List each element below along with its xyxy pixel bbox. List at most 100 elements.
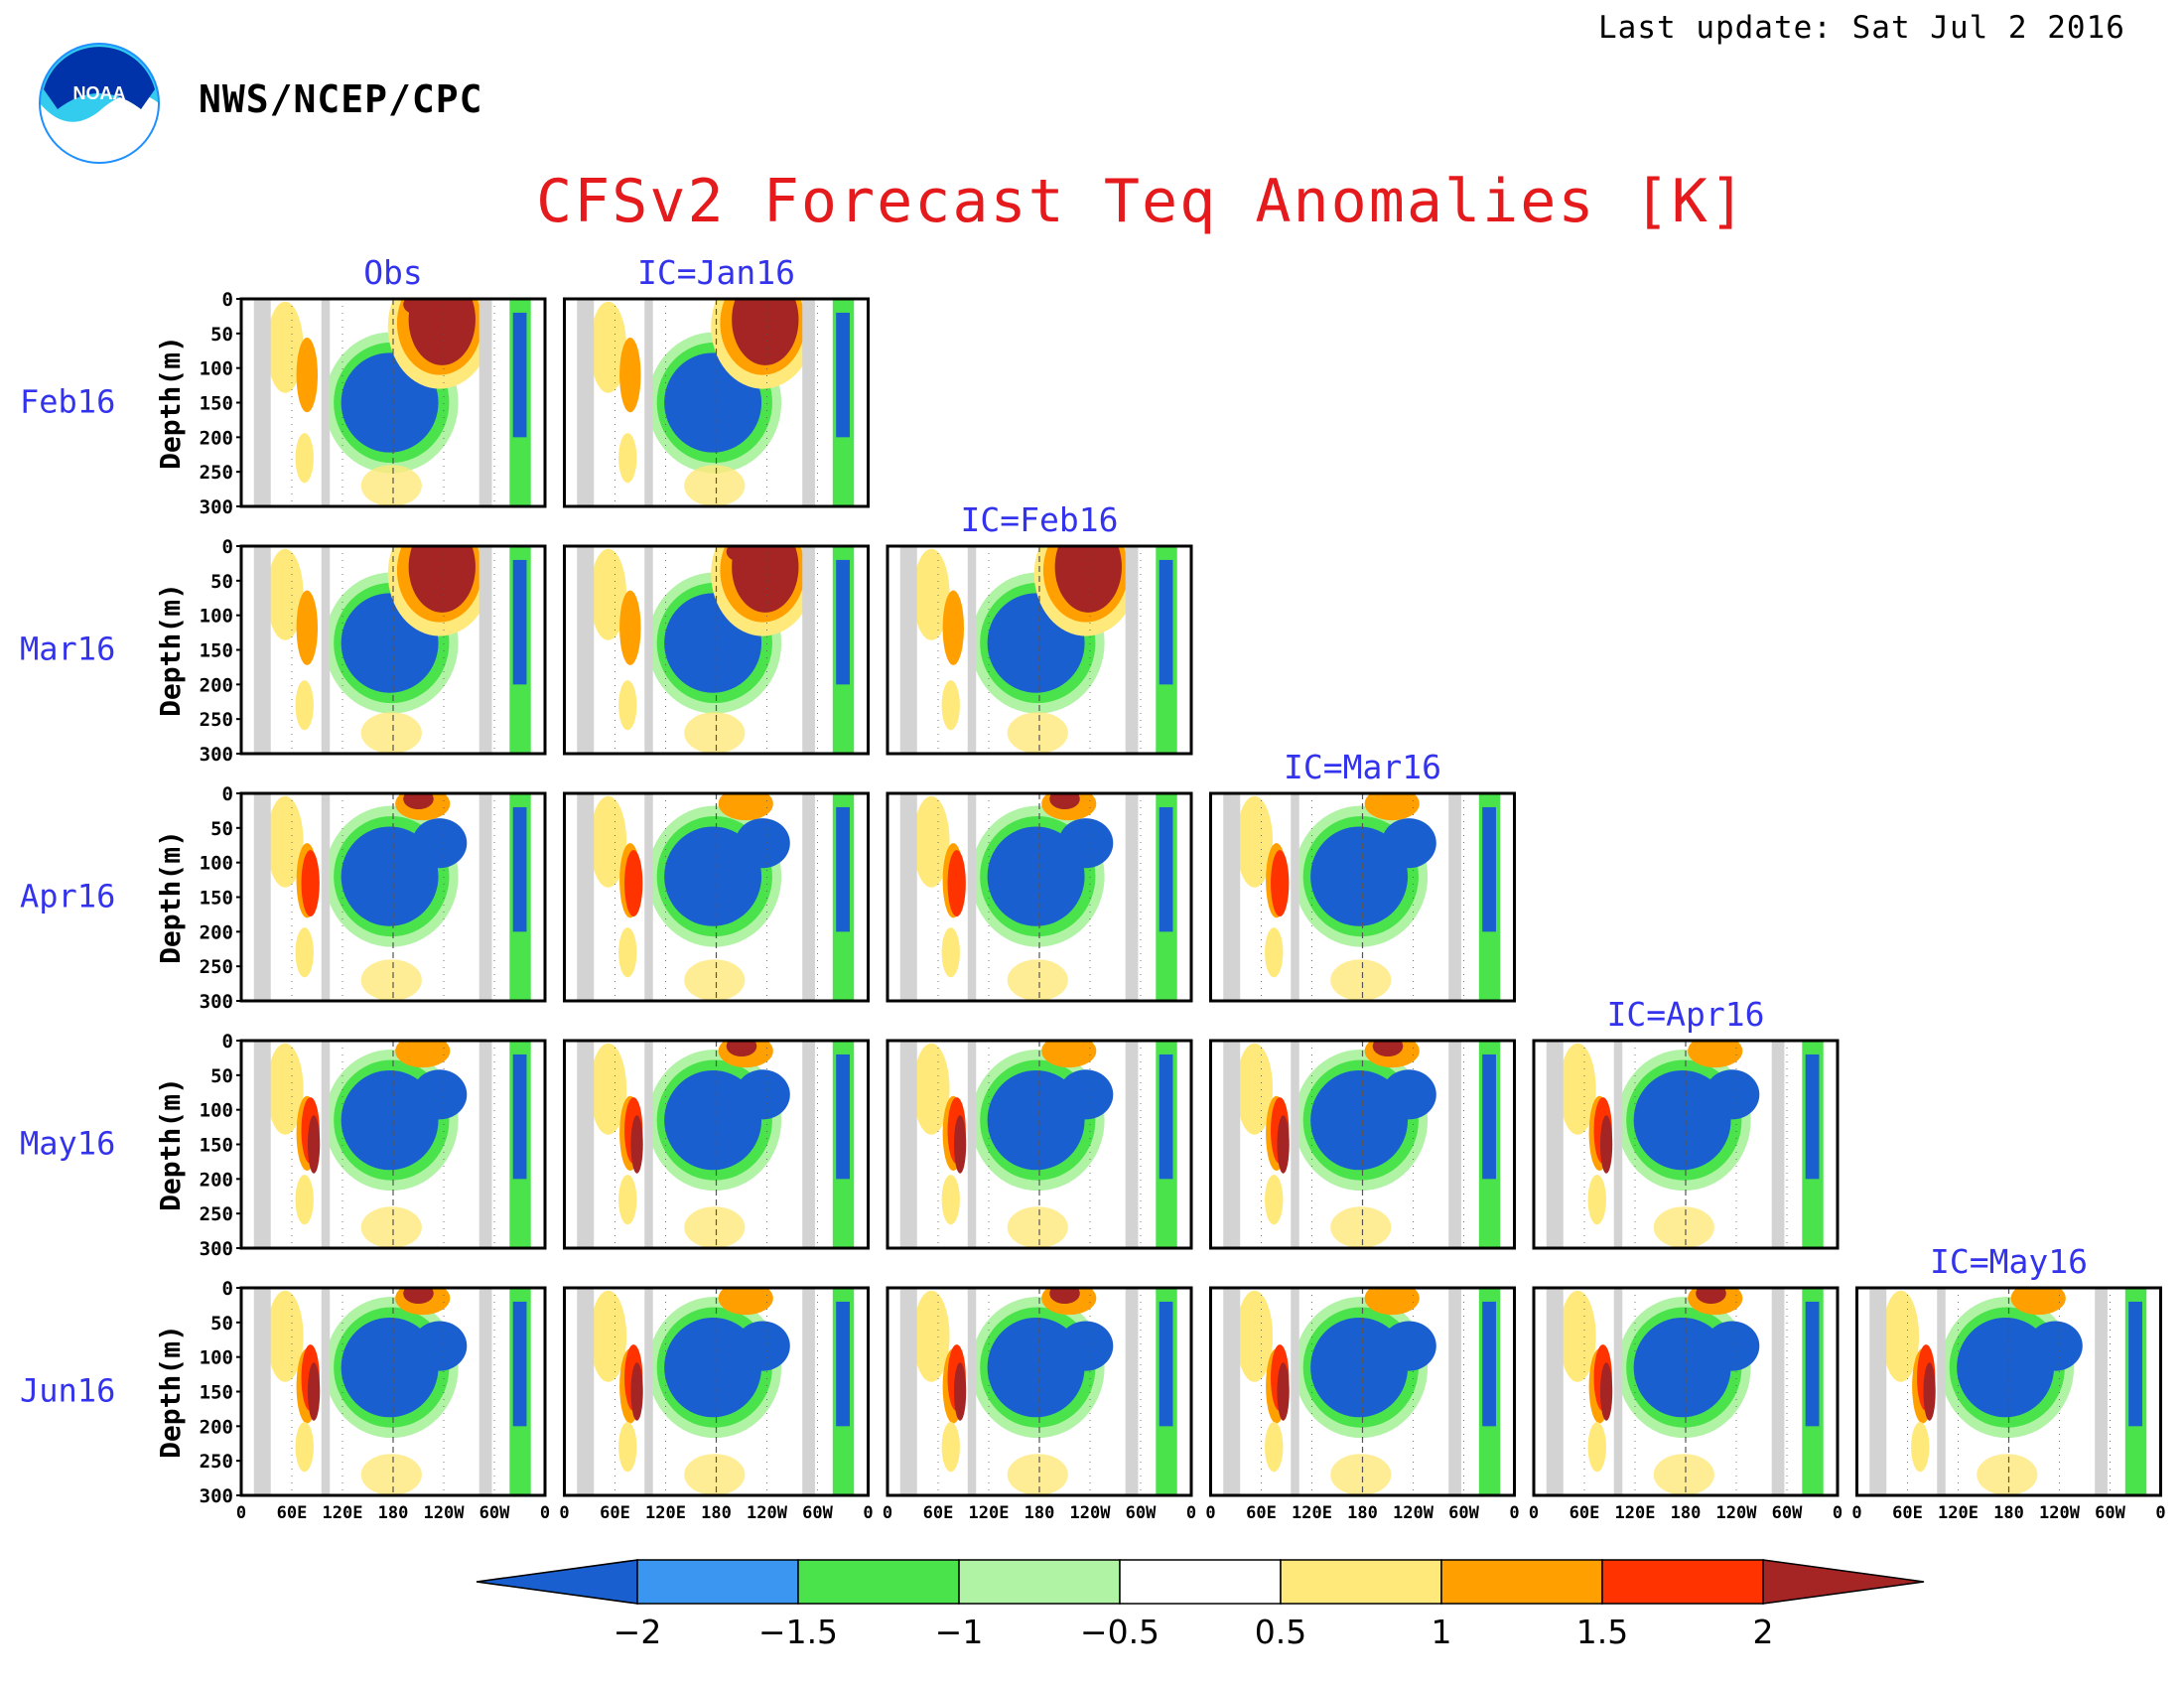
panel-frame [1209,791,1516,1003]
warm-anomaly [266,548,304,640]
x-tick-label: 0 [236,1503,246,1523]
panel-frame [563,1286,870,1497]
x-tick-label: 120W [747,1503,788,1523]
warm-anomaly [295,433,314,484]
y-tick-label: 250 [200,709,233,731]
warm-anomaly [295,1175,314,1225]
land-mask [644,793,653,1001]
colorbar-label: 2 [1753,1613,1774,1651]
land-mask [1291,1041,1299,1248]
panel-frame [886,544,1193,756]
land-mask [2095,1288,2108,1495]
cold-anomaly [735,818,790,869]
warm-anomaly [590,1290,627,1382]
panel-frame [563,544,870,756]
panel-frame [886,1039,1193,1250]
y-axis-label: Depth(m) [154,1077,187,1211]
x-tick-label: 120W [1393,1503,1434,1523]
cold-anomaly [836,806,850,932]
panel-r1-c2: IC=Feb16 [886,500,1193,756]
cold-anomaly [412,818,468,869]
land-mask [253,1288,271,1495]
land-mask [967,793,977,1001]
y-tick-label: 50 [210,324,233,346]
x-tick-label: 180 [1347,1503,1378,1523]
chart-title: CFSv2 Forecast Teq Anomalies [K] [536,167,1747,236]
x-tick-label: 60E [1892,1503,1923,1523]
strong-hot-anomaly [1049,1288,1080,1305]
colorbar-segment [1440,1559,1603,1605]
strong-hot-anomaly [1696,1288,1726,1305]
panel-r4-c2: 0 60E 120E 180 120W 60W 0 [883,1286,1196,1523]
x-tick-label: 120W [424,1503,466,1523]
x-tick-label: 0 [1205,1503,1215,1523]
panel-r4-c4: 0 60E 120E 180 120W 60W 0 [1529,1286,1843,1523]
colorbar-arrow-right [1762,1559,1925,1605]
land-mask [577,1041,595,1248]
warm-anomaly [718,1288,773,1316]
x-tick-label: 180 [1024,1503,1055,1523]
y-tick-label: 50 [210,818,233,840]
x-tick-label: 60W [2095,1503,2125,1523]
x-tick-label: 60W [1772,1503,1803,1523]
y-tick-label: 0 [222,1278,233,1300]
land-mask [1223,1288,1241,1495]
warm-anomaly [590,548,627,640]
cold-anomaly [1482,1054,1496,1180]
warm-anomaly [941,1175,960,1225]
warm-anomaly [360,465,422,506]
y-axis-label: Depth(m) [154,830,187,964]
x-tick-label: 120E [323,1503,363,1523]
land-mask [1937,1288,1946,1495]
warm-anomaly [941,1422,960,1473]
land-mask [1613,1288,1623,1495]
land-mask [577,793,595,1001]
cold-anomaly [1705,1069,1760,1120]
cold-anomaly [1805,1054,1820,1180]
land-mask [1125,1288,1139,1495]
warm-anomaly [684,1454,746,1495]
x-tick-label: 60E [600,1503,630,1523]
land-mask [644,299,653,506]
y-tick-label: 150 [200,393,233,415]
panel-r1-c0: 0 50 100 150 200 250 300 Depth(m) Mar16 [20,536,547,766]
warm-anomaly [684,959,746,1001]
warm-anomaly [1007,959,1068,1001]
column-header: IC=Apr16 [1607,995,1765,1034]
panel-r4-c0: 0 50 100 150 200 250 300 Depth(m) Jun16 0 60E 120E 1… [20,1278,550,1523]
panel-field [887,1041,1191,1248]
warm-anomaly [1587,1175,1606,1225]
land-mask [1291,1288,1299,1495]
warm-anomaly [618,927,637,978]
panel-frame [1532,1286,1840,1497]
land-mask [321,546,331,754]
warm-anomaly [1236,795,1274,888]
y-tick-label: 250 [200,462,233,484]
panel-frame [1209,1286,1516,1497]
warm-anomaly [912,1043,950,1135]
land-mask [1448,1288,1461,1495]
land-mask [899,1288,917,1495]
warm-anomaly [1364,793,1420,821]
strong-hot-anomaly [403,1288,434,1305]
panel-field [1534,1041,1838,1248]
y-tick-label: 250 [200,1451,233,1473]
cold-anomaly [412,1321,468,1371]
warm-anomaly [295,680,314,731]
strong-hot-anomaly [1599,1362,1613,1421]
strong-hot-anomaly [1054,546,1122,613]
panel-frame [563,1039,870,1250]
cold-anomaly [412,1069,468,1120]
noaa-logo-text: NOAA [73,83,126,103]
warm-anomaly [295,1422,314,1473]
panel-frame [1532,1039,1840,1250]
x-tick-label: 120W [1070,1503,1112,1523]
land-mask [577,299,595,506]
panel-r4-c5: 0 60E 120E 180 120W 60W 0 IC=May16 [1851,1242,2165,1523]
panel-r2-c2 [886,791,1193,1003]
x-tick-label: 0 [559,1503,569,1523]
cold-anomaly [1159,559,1173,685]
land-mask [1291,793,1299,1001]
land-mask [253,299,271,506]
panel-r3-c3 [1209,1039,1516,1250]
